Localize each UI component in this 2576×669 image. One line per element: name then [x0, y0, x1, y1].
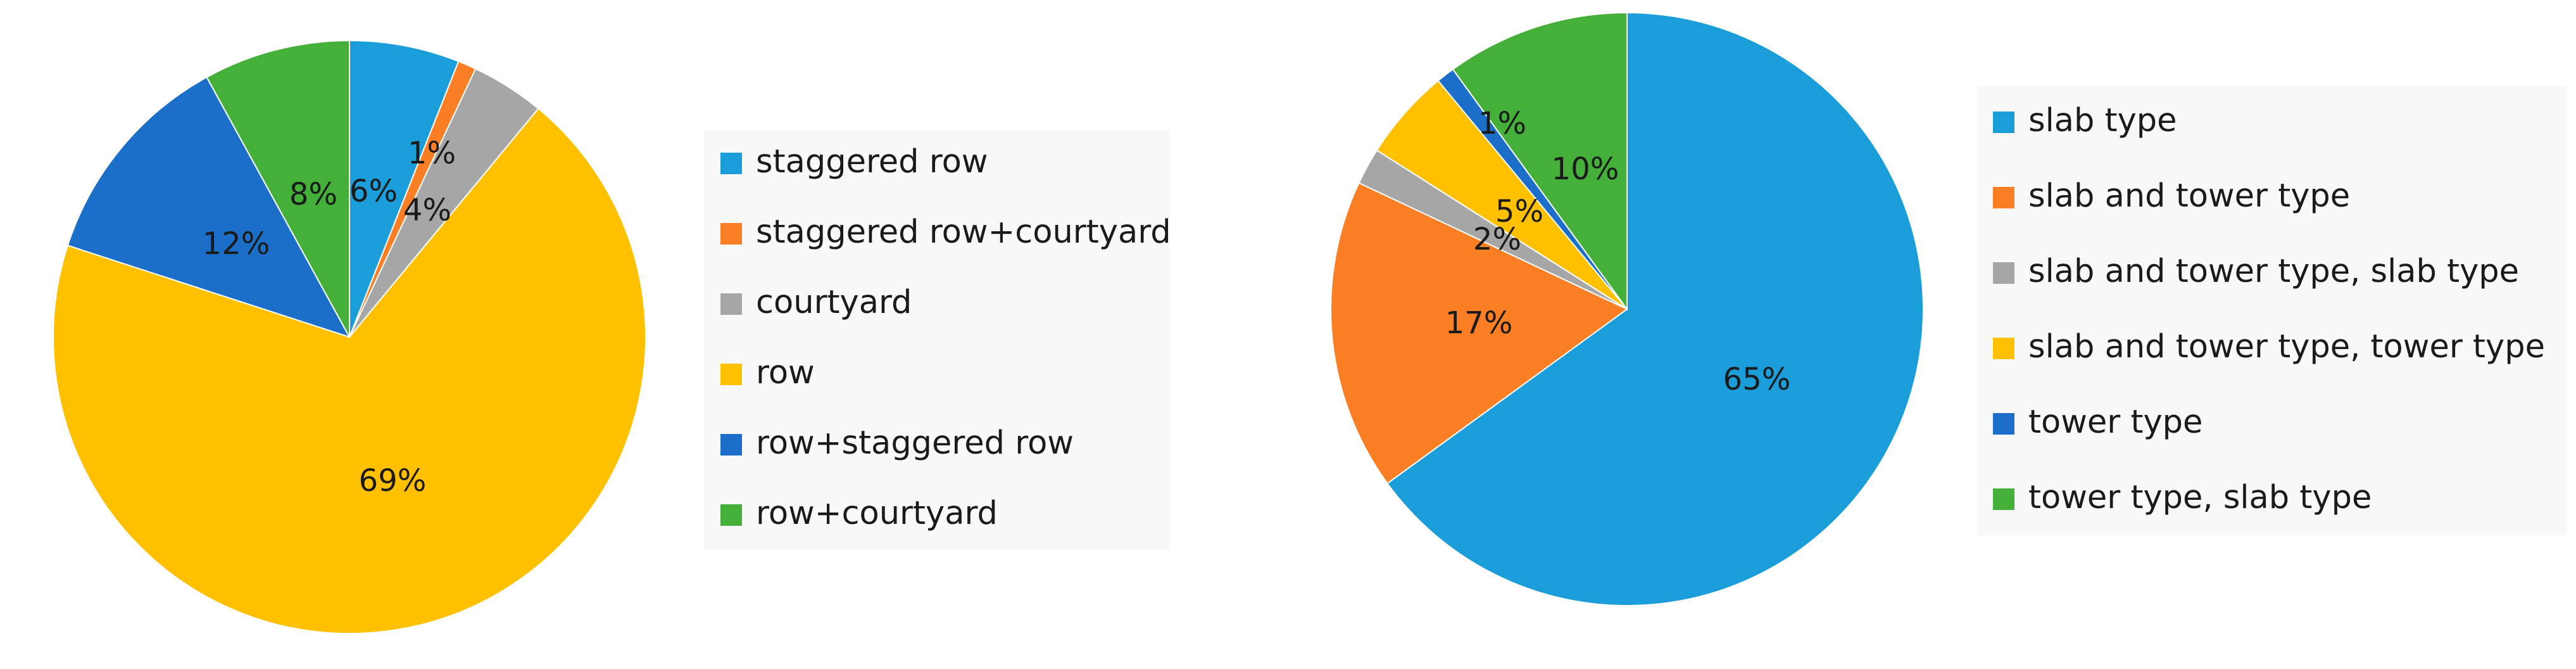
pie-slice-row-courtyard: [206, 39, 350, 338]
legend-label-row-courtyard: row+courtyard: [756, 495, 998, 532]
pie-slice-slab-and-tower-type-tower-type: [1376, 79, 1628, 310]
pie-slice-slab-type: [1386, 11, 1924, 606]
legend-background: [704, 131, 1170, 550]
data-label-tower-type: 1%: [1478, 106, 1526, 141]
legend-label-tower-type-slab-type: tower type, slab type: [2028, 479, 2372, 516]
pie-slice-row-staggered-row: [66, 76, 351, 338]
legend-swatch-row: [720, 364, 742, 385]
legend-swatch-slab-and-tower-type-slab-type: [1993, 262, 2014, 284]
legend-label-row-staggered-row: row+staggered row: [756, 424, 1074, 462]
legend-background: [1978, 86, 2567, 535]
legend-label-staggered-row-courtyard: staggered row+courtyard: [756, 213, 1171, 251]
legend-swatch-courtyard: [720, 293, 742, 315]
legend-label-courtyard: courtyard: [756, 284, 912, 321]
legend-swatch-slab-type: [1993, 112, 2014, 133]
data-label-slab-type: 65%: [1723, 362, 1791, 397]
legend-label-row: row: [756, 354, 815, 392]
legend-label-slab-type: slab type: [2028, 102, 2177, 139]
data-label-row-staggered-row: 12%: [203, 226, 270, 262]
data-label-staggered-row-courtyard: 1%: [408, 136, 456, 171]
legend: slab type slab and tower type slab and tow…: [1978, 86, 2567, 535]
pie-slice-row: [53, 107, 646, 634]
legend-swatch-staggered-row: [720, 153, 742, 174]
data-label-slab-and-tower-type-slab-type: 2%: [1473, 222, 1521, 257]
legend-swatch-tower-type: [1993, 413, 2014, 435]
legend-swatch-staggered-row-courtyard: [720, 223, 742, 245]
legend-label-slab-and-tower-type: slab and tower type: [2028, 177, 2350, 215]
data-label-row: 69%: [359, 463, 427, 499]
data-label-slab-and-tower-type-tower-type: 5%: [1495, 194, 1543, 229]
pie-slice-slab-and-tower-type: [1330, 182, 1628, 485]
legend-label-slab-and-tower-type-tower-type: slab and tower type, tower type: [2028, 328, 2545, 366]
legend-label-slab-and-tower-type-slab-type: slab and tower type, slab type: [2028, 253, 2519, 290]
pie-slice-staggered-row: [349, 39, 460, 338]
legend-swatch-slab-and-tower-type: [1993, 187, 2014, 208]
legend-swatch-slab-and-tower-type-tower-type: [1993, 338, 2014, 359]
data-label-slab-and-tower-type: 17%: [1445, 305, 1513, 341]
data-label-staggered-row: 6%: [349, 174, 398, 209]
legend-swatch-row-staggered-row: [720, 434, 742, 456]
data-label-row-courtyard: 8%: [289, 177, 337, 212]
legend-swatch-tower-type-slab-type: [1993, 488, 2014, 510]
legend-swatch-row-courtyard: [720, 504, 742, 526]
legend-label-staggered-row: staggered row: [756, 143, 988, 181]
data-label-tower-type-slab-type: 10%: [1552, 151, 1619, 187]
legend-label-tower-type: tower type: [2028, 404, 2202, 441]
pie-chart-building-type: 65% 17% 2%5% 1% 10% slab type slab and tower t…: [1330, 11, 2567, 606]
legend: staggered row staggered row+courtyard cour…: [704, 131, 1171, 550]
pie-slice-tower-type-slab-type: [1452, 11, 1628, 312]
data-label-courtyard: 4%: [403, 193, 451, 228]
